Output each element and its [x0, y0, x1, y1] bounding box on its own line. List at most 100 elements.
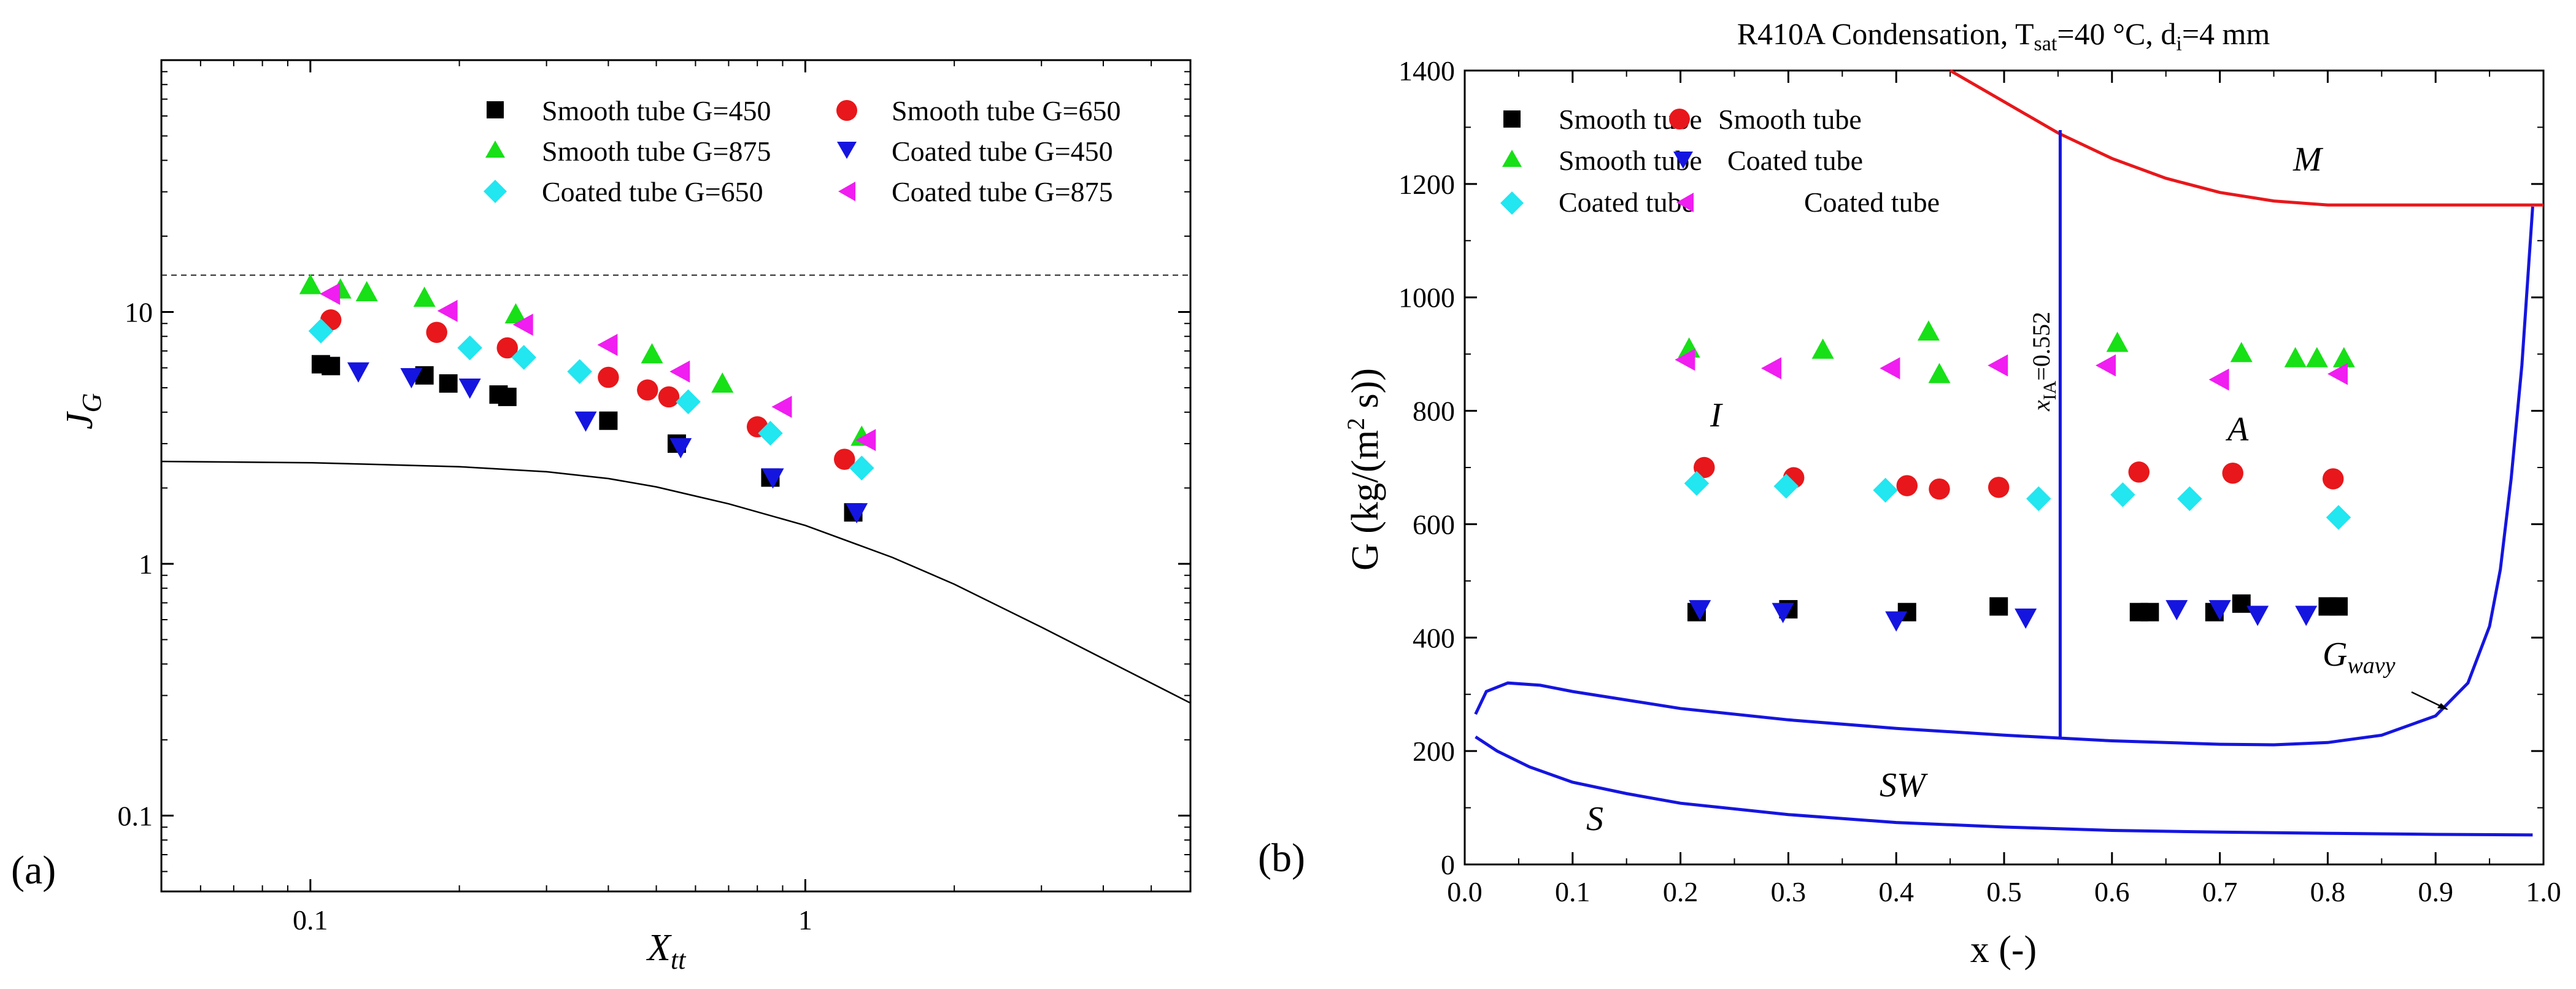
x-tick-label: 0.1 — [293, 904, 328, 936]
legend-label: Coated tube G=875 — [892, 176, 1113, 207]
data-point-circle — [2128, 461, 2150, 483]
curve-m-boundary — [1949, 69, 2543, 207]
data-point-triangle-down — [458, 379, 481, 399]
y-tick-label: 1200 — [1398, 169, 1455, 200]
data-point-diamond — [511, 345, 536, 370]
data-point-triangle-up — [1811, 338, 1834, 359]
legend-label: Smooth tube — [1559, 145, 1702, 176]
data-point-triangle-down — [2165, 600, 2188, 621]
data-point-triangle-left — [855, 429, 876, 452]
data-point-triangle-up — [299, 274, 322, 294]
legend-label: Coated tube — [1727, 145, 1863, 176]
legend-marker — [484, 180, 507, 203]
data-point-triangle-left — [1988, 354, 2008, 377]
data-point-square — [599, 411, 618, 430]
data-point-triangle-down — [1689, 600, 1711, 621]
data-point-triangle-left — [320, 282, 341, 305]
data-point-triangle-down — [2015, 608, 2037, 629]
data-point-square — [2232, 594, 2251, 613]
curve-s-sw-boundary — [1475, 735, 2533, 837]
legend-marker — [838, 182, 855, 201]
data-point-triangle-left — [669, 360, 690, 383]
y-tick-label: 0.1 — [118, 800, 153, 831]
data-point-triangle-down — [669, 438, 692, 459]
data-point-square — [2140, 602, 2159, 621]
legend-label: Coated tube — [1804, 187, 1940, 218]
panel-a-ticks: 0.1 1 0.1 1 10 — [118, 60, 1191, 936]
legend-label: Smooth tube — [1718, 104, 1862, 135]
data-point-square — [322, 356, 341, 375]
data-point-triangle-down — [1885, 611, 1908, 632]
data-point-triangle-left — [2096, 354, 2116, 377]
data-point-triangle-up — [2332, 347, 2355, 368]
data-point-circle — [1988, 477, 2010, 498]
legend-marker — [485, 140, 505, 158]
data-point-triangle-down — [846, 503, 868, 524]
data-point-circle — [598, 366, 619, 388]
region-label-sw: SW — [1880, 766, 1928, 804]
transition-label-xia: xIA=0.552 — [2027, 312, 2060, 412]
data-point-triangle-up — [504, 303, 527, 324]
data-point-diamond — [676, 389, 701, 415]
y-tick-label: 10 — [125, 296, 153, 328]
data-point-triangle-up — [1928, 363, 1951, 383]
data-point-triangle-left — [597, 334, 618, 356]
data-point-diamond — [567, 359, 592, 384]
legend-marker — [1503, 110, 1521, 128]
legend-marker — [1500, 191, 1524, 215]
legend-marker — [1673, 152, 1693, 169]
x-tick-label: 0.2 — [1663, 876, 1699, 907]
data-point-circle — [1896, 475, 1918, 496]
legend-marker — [1669, 109, 1690, 129]
data-point-circle — [426, 321, 447, 343]
panel-a-label: (a) — [11, 848, 56, 893]
data-point-triangle-down — [1772, 602, 1794, 623]
panel-b-x-title: x (-) — [1970, 929, 2037, 971]
legend-marker — [487, 101, 504, 118]
panel-b-data-points — [1675, 320, 2355, 632]
data-point-triangle-up — [2106, 331, 2129, 352]
data-point-triangle-left — [1880, 357, 1900, 380]
x-tick-label: 0.5 — [1986, 876, 2022, 907]
curve-g-wavy — [1474, 206, 2534, 747]
y-tick-label: 800 — [1413, 396, 1455, 427]
data-point-triangle-down — [2295, 606, 2318, 626]
data-point-diamond — [1684, 471, 1710, 496]
data-point-square — [2329, 597, 2348, 616]
data-point-diamond — [758, 420, 783, 446]
region-label-gwavy: Gwavy — [2323, 636, 2396, 679]
region-label-a: A — [2225, 410, 2249, 448]
panel-b-ticks: 0.0 0.1 0.2 0.3 0.4 0.5 0.6 0.7 0.8 0.9 1.0 0 200 400… — [1398, 55, 2561, 907]
x-tick-label: 0.4 — [1878, 876, 1914, 907]
data-point-diamond — [2026, 486, 2051, 512]
y-tick-label: 200 — [1413, 736, 1455, 767]
legend-marker — [1676, 193, 1694, 212]
x-tick-label: 0.6 — [2094, 876, 2130, 907]
data-point-diamond — [2110, 482, 2135, 507]
legend-marker — [837, 142, 857, 159]
panel-a-y-title: JG — [59, 393, 107, 429]
legend-label: Coated tube G=450 — [892, 136, 1113, 167]
panel-a-frame — [160, 59, 1192, 893]
data-point-diamond — [2326, 505, 2351, 530]
legend-marker — [1502, 150, 1522, 167]
data-point-triangle-left — [2327, 363, 2348, 385]
data-point-diamond — [2177, 486, 2202, 512]
data-point-square — [439, 374, 458, 393]
region-label-i: I — [1710, 396, 1723, 434]
data-point-triangle-up — [641, 343, 663, 364]
y-tick-label: 400 — [1413, 622, 1455, 653]
data-point-circle — [1929, 478, 1950, 500]
y-tick-label: 1400 — [1398, 55, 1455, 87]
data-point-circle — [496, 337, 519, 359]
data-point-triangle-left — [2208, 368, 2229, 391]
panel-a: 0.1 1 0.1 1 10 (a) JG Xtt Smooth tube G=450 … — [11, 59, 1192, 975]
data-point-triangle-up — [2284, 347, 2307, 368]
data-point-circle — [833, 448, 855, 470]
x-tick-label: 1.0 — [2526, 876, 2561, 907]
data-point-triangle-down — [400, 368, 423, 389]
panel-b-legend: Smooth tube Smooth tube Smooth tube Coat… — [1500, 104, 1940, 218]
gwavy-arrow — [2411, 691, 2448, 710]
data-point-triangle-down — [2246, 606, 2269, 626]
